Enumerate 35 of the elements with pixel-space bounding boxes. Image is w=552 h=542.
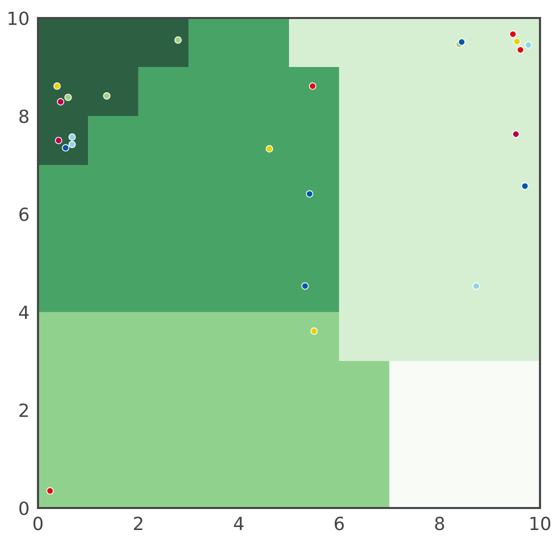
x-tick-label: 8 bbox=[435, 516, 444, 530]
point bbox=[174, 36, 182, 44]
x-tick-label: 2 bbox=[134, 516, 142, 530]
point bbox=[46, 487, 54, 495]
point bbox=[56, 98, 64, 106]
point bbox=[524, 41, 532, 49]
point bbox=[310, 327, 318, 335]
y-tick-label: 6 bbox=[19, 207, 29, 222]
point bbox=[62, 144, 70, 152]
y-tick-label: 8 bbox=[19, 109, 28, 124]
point bbox=[308, 82, 316, 90]
point bbox=[458, 38, 466, 46]
x-tick-label: 0 bbox=[33, 516, 43, 530]
point bbox=[512, 130, 520, 138]
y-tick-label: 4 bbox=[19, 306, 29, 319]
point bbox=[103, 92, 110, 100]
point bbox=[68, 133, 76, 141]
point bbox=[53, 82, 61, 90]
x-tick-label: 4 bbox=[234, 516, 244, 530]
point bbox=[509, 30, 517, 38]
point bbox=[266, 145, 274, 153]
x-tick-label: 6 bbox=[334, 516, 344, 530]
point bbox=[472, 282, 480, 290]
point bbox=[64, 94, 72, 102]
y-tick-label: 10 bbox=[8, 11, 28, 26]
y-tick-label: 2 bbox=[20, 403, 28, 417]
point bbox=[513, 38, 521, 46]
y-tick-label: 0 bbox=[19, 501, 28, 516]
point bbox=[516, 46, 524, 54]
point bbox=[54, 136, 62, 144]
x-tick-label: 10 bbox=[530, 516, 550, 530]
point bbox=[521, 182, 529, 190]
point bbox=[306, 190, 314, 198]
point bbox=[68, 140, 76, 148]
point bbox=[301, 282, 309, 290]
